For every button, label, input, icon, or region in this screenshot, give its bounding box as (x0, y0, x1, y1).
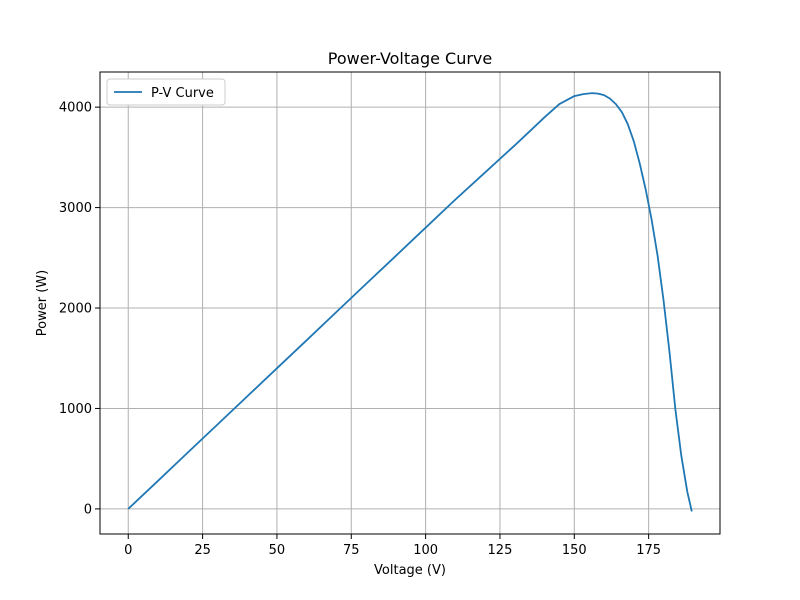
series-layer (127, 92, 693, 512)
x-tick-label: 100 (413, 543, 438, 558)
legend-label: P-V Curve (151, 86, 214, 101)
legend: P-V Curve (106, 78, 226, 106)
y-tick-label: 3000 (59, 201, 92, 216)
y-axis-label: Power (W) (35, 270, 50, 336)
x-tick-label: 25 (194, 543, 211, 558)
plot-frame (99, 71, 721, 535)
x-tick-label: 125 (488, 543, 513, 558)
x-tick-label: 175 (636, 543, 661, 558)
x-tick-label: 75 (343, 543, 360, 558)
grid-lines (100, 72, 720, 534)
series-line-pv-curve (127, 92, 693, 512)
chart-title: Power-Voltage Curve (328, 49, 493, 68)
y-tick-label: 2000 (59, 302, 92, 317)
y-tick-label: 0 (84, 502, 92, 517)
x-tick-label: 50 (269, 543, 286, 558)
legend-box (106, 78, 226, 106)
y-tick-label: 4000 (59, 101, 92, 116)
x-tick-label: 0 (124, 543, 132, 558)
x-tick-label: 150 (562, 543, 587, 558)
x-axis-label: Voltage (V) (374, 563, 446, 578)
axis-ticks: 0 25 50 75 100 125 150 175 0 1000 2000 3000 4000 (59, 101, 661, 558)
y-tick-label: 1000 (59, 402, 92, 417)
